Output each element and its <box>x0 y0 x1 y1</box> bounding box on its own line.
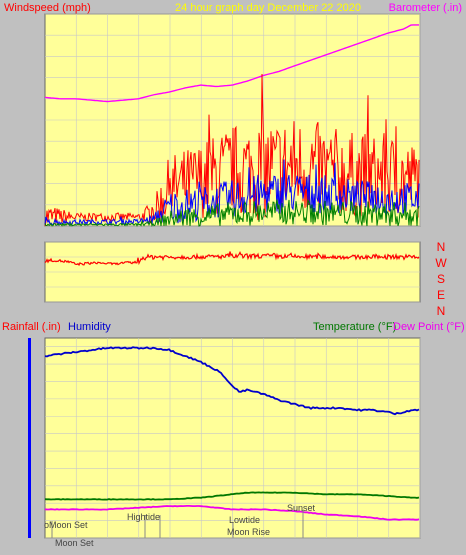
direction-letter-w: W <box>435 256 447 270</box>
humidity-panel-line-0 <box>44 346 420 416</box>
sunset-label: Sunset <box>287 503 316 513</box>
hightide-label: Hightide <box>127 512 160 522</box>
lowtide-label: Lowtide <box>229 515 260 525</box>
direction-letter-e: E <box>437 288 445 302</box>
barometer-line <box>44 24 419 103</box>
rainfall-title: Rainfall (.in) <box>2 321 61 333</box>
temperature-title: Temperature (°F) <box>313 321 396 333</box>
humidity-panel-line-1 <box>44 491 420 501</box>
direction-line-0 <box>44 250 420 267</box>
graph-title: 24 hour graph day December 22 2020 <box>175 2 361 14</box>
windspeed-title: Windspeed (mph) <box>4 2 91 14</box>
direction-letter-n-top: N <box>437 240 446 254</box>
moonrise-label: Moon Rise <box>227 527 270 537</box>
axis-layer <box>28 338 31 538</box>
direction-letter-n-bottom: N <box>437 304 446 318</box>
barometer-title: Barometer (.in) <box>389 2 462 14</box>
humidity-title: Humidity <box>68 321 111 333</box>
series-layer <box>44 24 420 521</box>
humidity-panel-line-2 <box>44 505 420 521</box>
moonset-small-label: oMoon Set <box>44 520 88 530</box>
wind-series-line-1 <box>44 73 420 227</box>
humidity-axis-bar <box>28 338 31 538</box>
moonset-axis-label: Moon Set <box>55 538 94 548</box>
wind-series-line-3 <box>44 198 420 227</box>
dewpoint-title: Dew Point (°F) <box>393 321 465 333</box>
wind-series-line-2 <box>44 159 420 227</box>
direction-letter-s: S <box>437 272 445 286</box>
